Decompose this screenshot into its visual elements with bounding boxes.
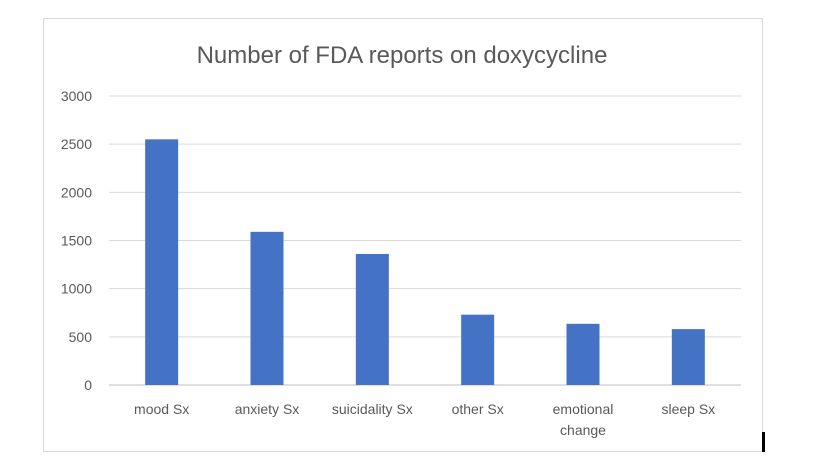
bar <box>250 231 284 385</box>
x-category-label: emotional <box>553 401 614 417</box>
x-axis-categories: mood Sx anxiety Sx suicidality Sx other Sx e… <box>134 401 715 438</box>
bar <box>671 329 705 385</box>
y-tick-label: 1000 <box>61 281 92 297</box>
bar <box>145 139 179 385</box>
y-tick-label: 500 <box>69 329 93 345</box>
x-category-label: other Sx <box>452 401 504 417</box>
bar <box>355 253 389 385</box>
y-tick-label: 3000 <box>61 88 92 104</box>
bars <box>145 139 705 385</box>
y-tick-label: 0 <box>84 377 92 393</box>
x-category-label: anxiety Sx <box>235 401 300 417</box>
x-category-label: change <box>560 422 606 438</box>
y-tick-label: 1500 <box>61 233 92 249</box>
gridlines <box>109 95 741 386</box>
y-axis-ticks: 0 500 1000 1500 2000 2500 3000 <box>61 88 92 393</box>
text-cursor-marker <box>762 432 765 452</box>
chart-title: Number of FDA reports on doxycycline <box>197 42 608 69</box>
bar <box>461 314 495 385</box>
x-category-label: suicidality Sx <box>332 401 413 417</box>
bar <box>566 323 600 385</box>
x-category-label: mood Sx <box>134 401 189 417</box>
y-tick-label: 2500 <box>61 136 92 152</box>
y-tick-label: 2000 <box>61 184 92 200</box>
x-category-label: sleep Sx <box>661 401 715 417</box>
